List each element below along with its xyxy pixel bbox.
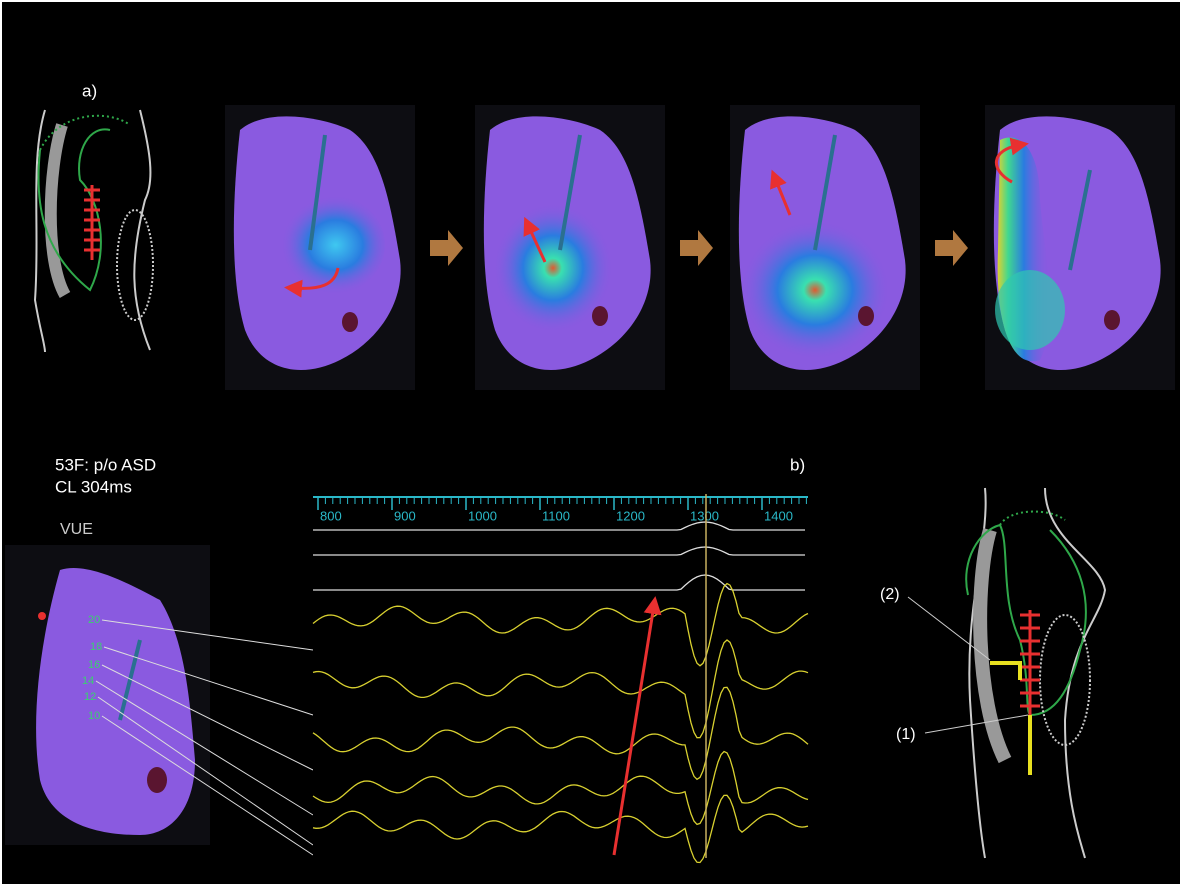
panel-label: b) bbox=[790, 455, 805, 474]
electrode-label: 16 bbox=[88, 659, 100, 671]
tick-label: 1100 bbox=[542, 508, 570, 523]
electrode-label: 12 bbox=[84, 691, 96, 703]
patient-info: 53F: p/o ASD bbox=[55, 455, 156, 474]
tick-label: 1300 bbox=[690, 508, 719, 523]
electrode-label: 18 bbox=[90, 641, 102, 653]
panel-label: a) bbox=[82, 81, 97, 100]
page: a) 53F: p/o bbox=[0, 0, 1182, 886]
egm-panel bbox=[313, 490, 808, 858]
tick-label: 1200 bbox=[616, 508, 645, 523]
vue-dot bbox=[38, 612, 46, 620]
tick-label: 1400 bbox=[764, 508, 793, 523]
cycle-length: CL 304ms bbox=[55, 477, 132, 496]
tick-label: 900 bbox=[394, 508, 416, 523]
electrode-label: 10 bbox=[88, 710, 100, 722]
electrode-label: 20 bbox=[88, 614, 100, 626]
marker-label: (1) bbox=[896, 726, 916, 743]
tick-label: 1000 bbox=[468, 508, 497, 523]
figure: a) 53F: p/o bbox=[0, 0, 1182, 886]
marker-label: (2) bbox=[880, 586, 900, 603]
tick-label: 800 bbox=[320, 508, 342, 523]
view-label: VUE bbox=[60, 521, 93, 538]
electrode-label: 14 bbox=[82, 675, 94, 687]
vue-marker bbox=[147, 767, 167, 793]
